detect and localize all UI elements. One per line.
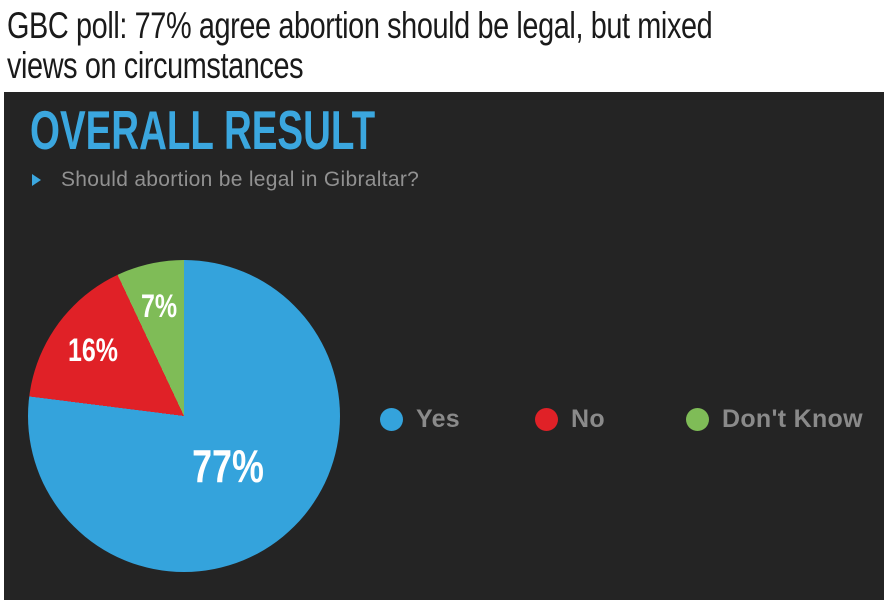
pie-slice-label-yes: 77% <box>192 440 265 493</box>
poll-question-row: Should abortion be legal in Gibraltar? <box>32 168 419 192</box>
legend-dot-yes <box>380 407 403 431</box>
poll-question: Should abortion be legal in Gibraltar? <box>61 168 420 191</box>
legend-item-no: No <box>535 404 605 433</box>
legend-item-dont-know: Don't Know <box>686 404 863 433</box>
legend-dot-dont-know <box>686 407 709 431</box>
legend-item-yes: Yes <box>380 404 461 433</box>
headline-line-1: GBC poll: 77% agree abortion should be l… <box>7 5 713 46</box>
panel-title: OVERALL RESULT <box>30 99 376 161</box>
legend-label-no: No <box>571 404 605 433</box>
headline-line-2: views on circumstances <box>7 44 304 86</box>
pie-slice-label-don-t-know: 7% <box>141 288 178 325</box>
legend-label-yes: Yes <box>416 404 461 433</box>
legend-dot-no <box>535 407 558 431</box>
right-triangle-icon <box>32 174 41 186</box>
poll-result-panel: OVERALL RESULT Should abortion be legal … <box>4 92 884 600</box>
article-headline: GBC poll: 77% agree abortion should be l… <box>7 6 881 85</box>
legend-label-dont-know: Don't Know <box>722 404 863 433</box>
pie-chart: 77% 16% 7% <box>28 260 340 572</box>
pie-slice-label-no: 16% <box>68 331 119 368</box>
